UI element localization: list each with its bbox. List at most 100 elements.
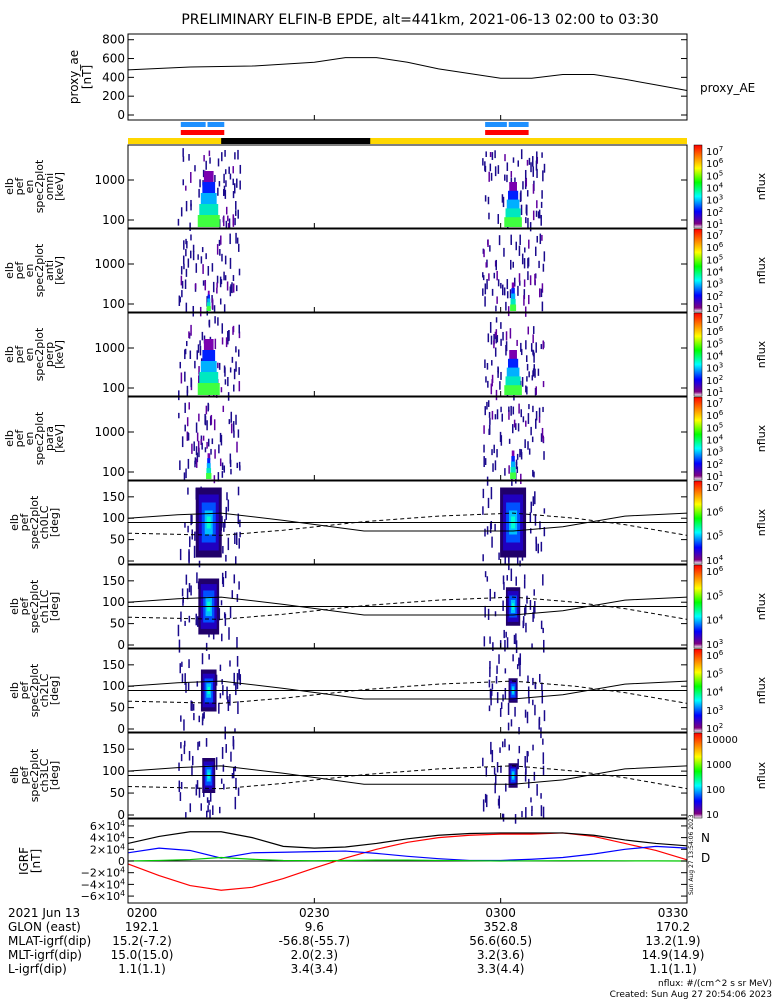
spectro-speckle [194,360,196,369]
spectro-speckle [211,438,214,445]
d-zone-bar [485,130,529,135]
spectro-flux-band [504,217,522,227]
panel-frame [127,312,688,397]
spectro-speckle [235,682,237,696]
spectro-speckle [534,273,537,279]
footer-stamp: Sun Aug 27 13:54:06 2023 [688,814,695,895]
spectro-speckle [234,766,237,772]
ytick-label: 0 [117,808,125,822]
spectro-speckle [235,361,237,372]
spectro-speckle [208,320,210,326]
spectro-speckle [179,361,182,369]
spectro-speckle [205,405,208,415]
spectro-speckle [188,154,190,161]
spectro-speckle [187,432,189,441]
spectro-speckle [222,764,225,772]
colorbar-tick-label: 106 [706,565,724,578]
spectro-speckle [236,178,238,188]
spectro-speckle [198,715,201,723]
spectro-speckle [506,575,509,581]
spectro-speckle [183,472,186,482]
spectro-speckle [193,441,195,451]
ytick-label: 1000 [94,341,125,355]
spectro-speckle [521,253,524,265]
spectro-speckle [237,787,240,796]
spectro-speckle [489,245,491,252]
spectro-speckle [229,606,232,619]
spectro-speckle [239,674,242,686]
spectro-speckle [206,296,208,307]
spectro-speckle [235,777,237,790]
spectro-speckle [190,700,192,711]
spectro-speckle [483,249,485,258]
spectro-speckle [210,414,213,425]
spectro-speckle [496,335,499,343]
spectro-speckle [178,390,180,401]
spectro-speckle [540,793,542,799]
spectro-speckle [199,340,201,346]
spectro-speckle [530,162,532,173]
spectro-speckle [515,241,517,251]
spectro-speckle [499,431,502,442]
spectro-speckle [185,238,187,245]
colorbar-tick-label: 102 [706,374,723,387]
spectro-speckle [238,331,241,339]
spectro-speckle [522,181,524,190]
spectro-speckle [181,588,184,597]
spectro-speckle [184,279,187,289]
spectro-speckle [216,275,219,284]
spectro-speckle [229,453,232,464]
spectro-speckle [491,360,493,366]
footer-created: Created: Sun Aug 27 20:54:06 2023 [610,990,772,1000]
spectro-speckle [219,249,221,256]
spectro-flux-band [207,453,210,460]
spectro-speckle [221,462,224,471]
panel-frame [127,648,688,733]
spectro-speckle [542,574,544,586]
spectro-speckle [505,344,507,356]
spectro-speckle [490,741,492,755]
spectro-speckle [213,419,216,431]
spectro-speckle [188,549,190,562]
spectro-speckle [228,330,230,342]
spectro-speckle [496,449,498,458]
spectro-speckle [526,363,529,371]
spectro-speckle [196,780,199,790]
spectro-flux-band [207,294,210,300]
colorbar-tick-label: 105 [706,421,723,434]
panel-ch2LC: 150 100 50 0 elbpefspec2plotch2LC[deg] 106 105… [8,648,768,740]
spectro-speckle [490,383,493,395]
spectro-speckle [218,608,221,621]
spectro-speckle [502,575,505,585]
spectro-speckle [525,622,527,633]
spectro-speckle [494,166,497,177]
spectro-speckle [219,458,222,467]
spectro-speckle [526,595,528,604]
spectro-speckle [183,745,186,755]
spectro-speckle [217,362,219,369]
spectro-speckle [482,799,485,812]
spectro-speckle [232,739,235,750]
spectro-speckle [507,702,510,715]
y-axis-label: elbpefenspec2plotpara[keV] [3,411,66,465]
spectro-speckle [229,257,232,269]
spectro-speckle [512,424,514,434]
spectro-speckle [201,442,203,450]
spectro-speckle [535,536,537,544]
spectro-speckle [235,201,237,210]
x-row-label: 2021 Jun 13 [8,906,80,920]
spectro-speckle [484,165,487,173]
spectro-speckle [536,168,538,178]
colorbar-tick-label: 106 [706,505,724,518]
spectro-speckle [540,288,543,298]
spectro-speckle [239,180,241,190]
colorbar-tick-label: 106 [706,241,724,254]
spectro-speckle [180,753,183,762]
spectro-speckle [532,349,534,355]
spectro-speckle [224,519,226,528]
spectro-speckle [541,190,543,199]
y-axis-label: proxy_ae[nT] [67,50,94,104]
spectro-speckle [190,234,192,241]
spectro-speckle [540,201,543,208]
spectro-speckle [532,166,535,177]
